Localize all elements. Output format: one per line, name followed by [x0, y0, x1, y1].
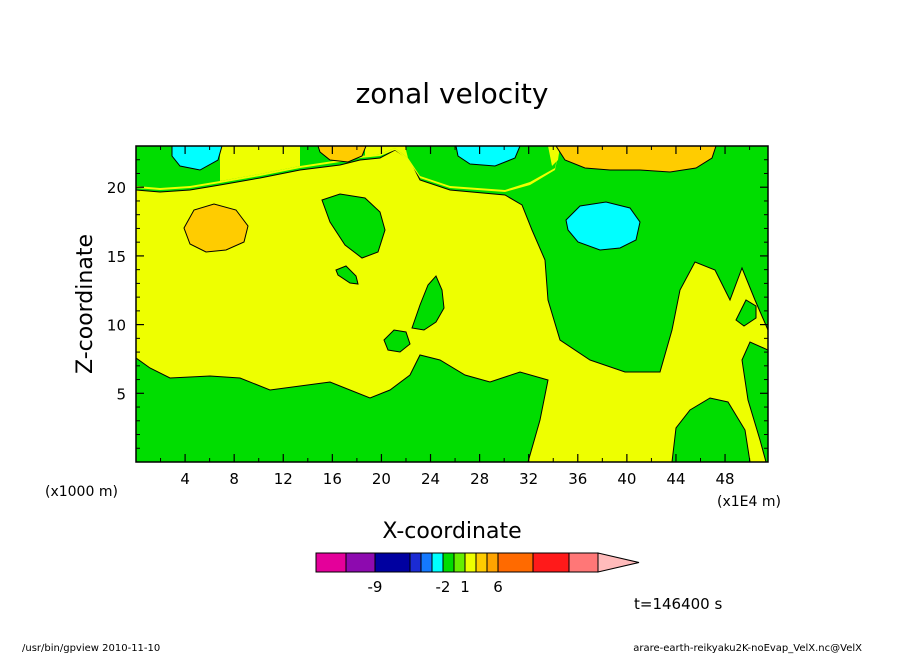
- x-tick-label: 24: [421, 470, 440, 488]
- x-tick-label: 40: [617, 470, 636, 488]
- colorbar: [315, 552, 640, 573]
- footer-right: arare-earth-reikyaku2K-noEvap_VelX.nc@Ve…: [633, 643, 862, 654]
- plot-area: [136, 146, 768, 462]
- y-axis: 5 10 15 20: [107, 159, 768, 449]
- contour-fill-orange3: [183, 203, 249, 253]
- colorbar-label: -2: [436, 578, 451, 596]
- x-axis-label: X-coordinate: [382, 519, 521, 544]
- colorbar-swatch: [345, 552, 376, 573]
- x-tick-label: 12: [274, 470, 293, 488]
- x-tick-label: 32: [519, 470, 538, 488]
- time-label: t=146400 s: [634, 595, 722, 613]
- colorbar-label: -9: [368, 578, 383, 596]
- y-tick-label: 5: [116, 385, 126, 403]
- colorbar-swatch: [453, 552, 466, 573]
- x-unit-left: (x1000 m): [45, 484, 118, 500]
- contour-fill-cyan2: [455, 146, 521, 167]
- contour-fill-green-bottom: [136, 354, 549, 462]
- x-tick-label: 44: [666, 470, 685, 488]
- x-tick-label: 16: [323, 470, 342, 488]
- colorbar-swatch: [486, 552, 499, 573]
- y-tick-label: 15: [107, 248, 126, 266]
- colorbar-swatch: [409, 552, 422, 573]
- y-tick-label: 10: [107, 317, 126, 335]
- colorbar-swatch: [442, 552, 455, 573]
- x-unit-right: (x1E4 m): [717, 494, 781, 510]
- x-tick-label: 48: [716, 470, 735, 488]
- contour-fill-cyan3: [565, 201, 641, 251]
- contour-fill-yellow-topA: [220, 146, 300, 181]
- colorbar-swatch: [568, 552, 599, 573]
- colorbar-label: 6: [493, 578, 503, 596]
- colorbar-swatch: [420, 552, 433, 573]
- chart-title: zonal velocity: [356, 77, 549, 110]
- x-axis: 4 8 12 16 20 24 28 32 36 40 44 48: [160, 146, 751, 488]
- contour-fill-green-right: [671, 397, 751, 462]
- colorbar-extend-arrow: [597, 552, 640, 573]
- colorbar-labels: -9 -2 1 6: [368, 578, 503, 596]
- x-tick-label: 4: [180, 470, 190, 488]
- contour-fill-yellow-topC: [548, 146, 560, 166]
- x-tick-label: 8: [229, 470, 239, 488]
- contour-fill-yellow-topB: [365, 146, 408, 158]
- contour-fill-green-island4: [383, 329, 411, 353]
- colorbar-swatch: [497, 552, 534, 573]
- contour-fill-green-island1: [321, 193, 386, 259]
- colorbar-label: 1: [460, 578, 470, 596]
- colorbar-swatch: [315, 552, 347, 573]
- colorbar-swatch: [475, 552, 488, 573]
- contour-fill-orange1: [317, 146, 367, 163]
- x-tick-label: 20: [372, 470, 391, 488]
- x-tick-label: 36: [568, 470, 587, 488]
- colorbar-swatch: [374, 552, 411, 573]
- contour-fill-green-island5: [735, 299, 757, 327]
- colorbar-swatch: [431, 552, 444, 573]
- colorbar-swatch: [464, 552, 477, 573]
- contour-fill-green-island3: [411, 275, 445, 331]
- y-axis-label: Z-coordinate: [73, 234, 98, 374]
- colorbar-swatch: [532, 552, 570, 573]
- y-tick-label: 20: [107, 179, 126, 197]
- contour-fill-green-edge: [741, 341, 768, 462]
- plot-frame: [135, 145, 769, 463]
- footer-left: /usr/bin/gpview 2010-11-10: [22, 643, 160, 654]
- x-tick-label: 28: [470, 470, 489, 488]
- contour-fill-green-island2: [335, 265, 359, 285]
